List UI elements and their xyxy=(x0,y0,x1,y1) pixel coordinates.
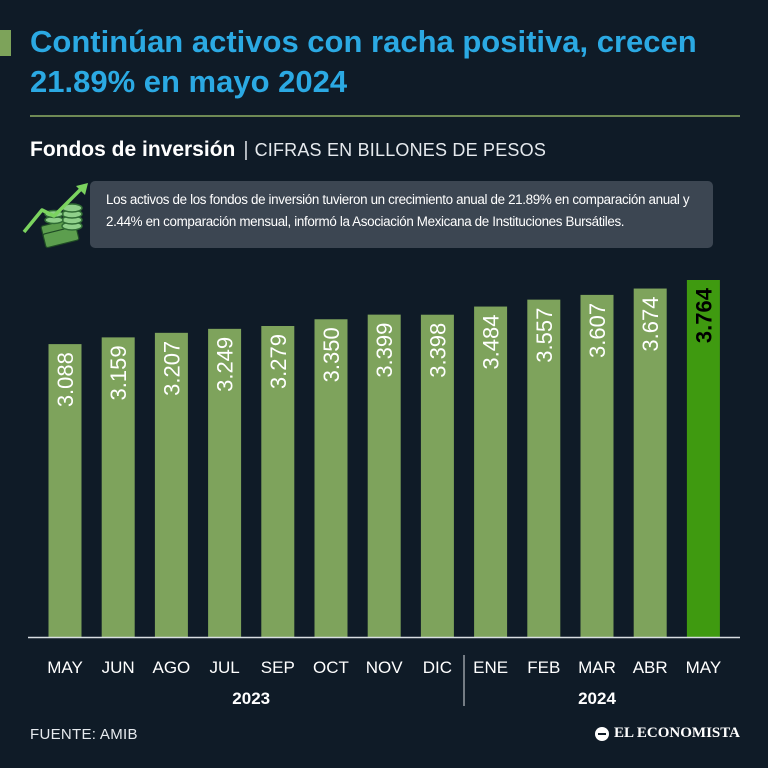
subtitle-units: CIFRAS EN BILLONES DE PESOS xyxy=(254,140,547,160)
subtitle-main: Fondos de inversión xyxy=(30,138,236,161)
bar-dic-7 xyxy=(420,314,454,637)
bar-value-label: 3.398 xyxy=(425,323,450,378)
bar-value-label: 3.399 xyxy=(372,323,397,378)
x-tick-label: JUN xyxy=(102,658,135,677)
subtitle-separator: | xyxy=(243,139,249,161)
bar-may-12 xyxy=(686,280,720,637)
bar-sep-4 xyxy=(261,326,295,637)
bar-nov-6 xyxy=(367,314,401,637)
bar-jul-3 xyxy=(208,328,242,637)
x-tick-label: OCT xyxy=(313,658,349,677)
source-text: FUENTE: AMIB xyxy=(30,726,138,743)
bar-may-0 xyxy=(48,344,82,637)
x-tick-label: FEB xyxy=(527,658,560,677)
bar-abr-11 xyxy=(633,288,667,637)
money-growth-icon xyxy=(22,183,88,249)
x-tick-label: MAY xyxy=(47,658,83,677)
bar-value-label: 3.350 xyxy=(319,327,344,382)
bar-value-label: 3.249 xyxy=(213,337,238,392)
chart-title: Continúan activos con racha positiva, cr… xyxy=(30,24,697,99)
title-divider xyxy=(30,115,740,117)
year-group-label: 2023 xyxy=(232,689,270,708)
x-tick-label: DIC xyxy=(423,658,452,677)
x-tick-label: NOV xyxy=(366,658,404,677)
bar-oct-5 xyxy=(314,319,348,637)
bar-mar-10 xyxy=(580,294,614,637)
bar-value-label: 3.159 xyxy=(106,345,131,400)
bar-value-label: 3.764 xyxy=(691,287,716,343)
chart-subtitle: Fondos de inversión | CIFRAS EN BILLONES D… xyxy=(30,138,546,162)
brand-e-icon xyxy=(595,726,609,741)
bar-ene-8 xyxy=(474,306,508,637)
x-tick-label: JUL xyxy=(209,658,239,677)
x-tick-label: ABR xyxy=(633,658,668,677)
x-tick-label: AGO xyxy=(153,658,191,677)
bar-value-label: 3.279 xyxy=(266,334,291,389)
bar-feb-9 xyxy=(527,299,561,637)
bar-value-label: 3.088 xyxy=(53,352,78,407)
title-accent-bar xyxy=(0,30,11,56)
year-group-label: 2024 xyxy=(578,689,616,708)
x-tick-label: SEP xyxy=(261,658,295,677)
note-text: Los activos de los fondos de inversión t… xyxy=(106,192,690,229)
bar-value-label: 3.484 xyxy=(479,315,504,370)
bar-value-label: 3.607 xyxy=(585,303,610,358)
x-tick-label: MAR xyxy=(578,658,616,677)
bar-value-label: 3.674 xyxy=(638,297,663,352)
brand-logo: EL ECONOMISTA xyxy=(595,725,740,742)
x-tick-label: MAY xyxy=(686,658,722,677)
x-tick-label: ENE xyxy=(473,658,508,677)
note-box: Los activos de los fondos de inversión t… xyxy=(90,181,713,248)
brand-name: EL ECONOMISTA xyxy=(614,725,740,741)
bar-jun-1 xyxy=(101,337,135,637)
bar-ago-2 xyxy=(154,332,188,637)
bar-value-label: 3.207 xyxy=(159,341,184,396)
bar-value-label: 3.557 xyxy=(532,308,557,363)
